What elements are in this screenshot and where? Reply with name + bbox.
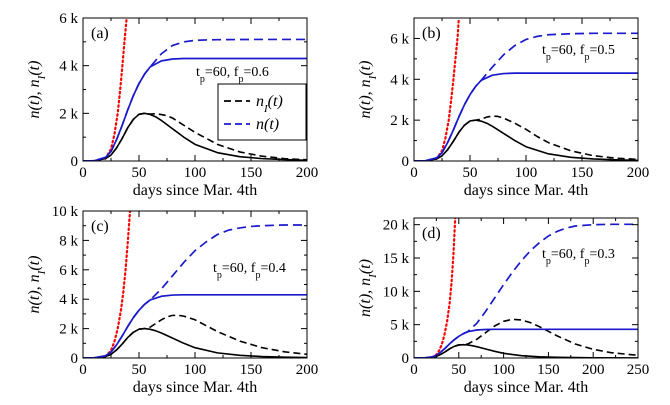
y-tick-label: 0: [402, 154, 410, 170]
x-tick-label: 50: [463, 165, 478, 181]
x-tick-label: 250: [627, 362, 650, 378]
panel-c: 0 50 100 150 200 0 2 k 4 k 6 k 8 k 10 k days since …: [26, 204, 318, 396]
y-tick-label: 4 k: [59, 292, 78, 308]
legend-entry: n(t): [256, 116, 279, 133]
y-tick-label: 10 k: [52, 204, 79, 220]
series-blue-dashed: [414, 32, 638, 161]
y-tick-label: 20 k: [383, 218, 410, 234]
series-blue-solid: [414, 328, 638, 358]
y-axis-label: n(t), nI(t): [357, 259, 379, 317]
x-tick-label: 150: [240, 362, 263, 378]
x-axis-label: days since Mar. 4th: [464, 379, 588, 396]
series-group: [83, 211, 307, 358]
x-tick-label: 150: [537, 362, 560, 378]
y-tick-label: 15 k: [383, 251, 410, 267]
series-blue-solid: [414, 72, 638, 161]
plot-frame: [413, 217, 639, 359]
x-tick-label: 50: [132, 362, 147, 378]
series-blue-dashed: [83, 38, 307, 161]
series-group: [414, 218, 638, 358]
x-axis-label: days since Mar. 4th: [133, 182, 257, 199]
y-tick-label: 2 k: [390, 113, 409, 129]
panel-d: 0 50 100 150 200 250 0 5 k 10 k 15 k 20 k days sinc…: [357, 217, 650, 396]
panel-label: (c): [91, 218, 109, 235]
y-axis-label: n(t), nI(t): [357, 61, 379, 119]
x-tick-label: 50: [451, 362, 466, 378]
x-tick-label: 200: [296, 165, 319, 181]
y-tick-label: 5 k: [390, 318, 409, 334]
x-tick-label: 50: [132, 165, 147, 181]
x-tick-label: 100: [184, 362, 207, 378]
y-tick-label: 6 k: [59, 11, 78, 27]
y-tick-label: 4 k: [59, 59, 78, 75]
series-blue-dashed: [414, 223, 638, 358]
param-label: tp=60, fp=0.6: [196, 65, 269, 85]
y-axis-label: n(t), nI(t): [26, 256, 48, 314]
series-group: [83, 18, 307, 161]
param-label: tp=60, fp=0.3: [542, 247, 615, 267]
y-tick-label: 10 k: [383, 284, 410, 300]
y-tick-label: 0: [71, 154, 79, 170]
series-red-dotted: [104, 18, 128, 160]
y-tick-label: 2 k: [59, 106, 78, 122]
x-tick-label: 0: [410, 165, 418, 181]
legend: nI(t)n(t): [217, 83, 307, 141]
series-red-dotted: [430, 218, 457, 358]
series-blue-dashed: [83, 224, 307, 358]
series-red-dotted: [104, 211, 132, 358]
panel-label: (a): [91, 25, 109, 42]
panel-b: 0 50 100 150 200 0 2 k 4 k 6 k days since Mar. 4t…: [357, 17, 650, 199]
panel-a: 0 50 100 150 200 0 2 k 4 k 6 k days since Mar. 4t…: [26, 11, 318, 199]
x-tick-label: 100: [492, 362, 515, 378]
y-tick-label: 0: [71, 351, 79, 367]
param-label: tp=60, fp=0.5: [542, 43, 615, 63]
series-black-dashed: [414, 115, 638, 161]
x-tick-label: 150: [240, 165, 263, 181]
panel-label: (d): [422, 225, 441, 242]
series-black-dashed: [83, 112, 307, 161]
x-tick-label: 100: [184, 165, 207, 181]
x-tick-label: 0: [79, 362, 87, 378]
x-tick-label: 150: [571, 165, 594, 181]
y-axis-label: n(t), nI(t): [26, 61, 48, 119]
y-tick-label: 8 k: [59, 233, 78, 249]
series-black-dashed: [83, 314, 307, 358]
legend-entry: nI(t): [256, 93, 283, 115]
x-tick-label: 200: [582, 362, 605, 378]
y-tick-label: 6 k: [59, 263, 78, 279]
x-tick-label: 0: [410, 362, 418, 378]
series-black-solid: [83, 327, 307, 358]
series-black-dashed: [414, 318, 638, 358]
y-tick-label: 6 k: [390, 31, 409, 47]
y-tick-label: 4 k: [390, 72, 409, 88]
y-tick-label: 2 k: [59, 322, 78, 338]
x-axis-label: days since Mar. 4th: [464, 182, 588, 199]
x-axis-label: days since Mar. 4th: [133, 379, 257, 396]
series-group: [414, 18, 638, 161]
param-label: tp=60, fp=0.4: [213, 261, 286, 281]
x-tick-label: 200: [627, 165, 650, 181]
y-tick-label: 0: [402, 351, 410, 367]
series-black-solid: [414, 119, 638, 161]
series-red-dotted: [435, 18, 460, 161]
x-tick-label: 200: [296, 362, 319, 378]
x-tick-label: 0: [79, 165, 87, 181]
x-tick-label: 100: [515, 165, 538, 181]
legend-box: [217, 83, 307, 141]
panel-label: (b): [422, 25, 441, 42]
